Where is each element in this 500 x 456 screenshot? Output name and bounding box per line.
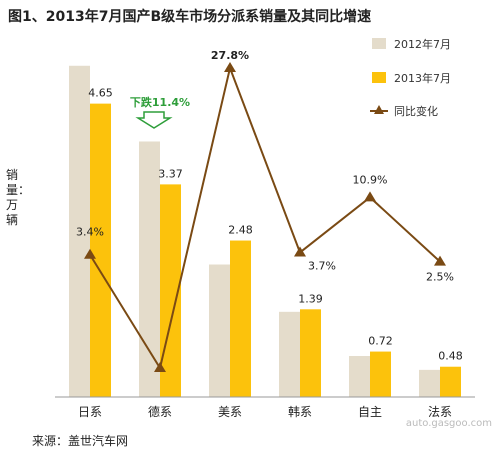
x-tick-label: 德系 bbox=[148, 404, 172, 419]
x-tick-label: 美系 bbox=[218, 405, 242, 419]
bar-value-label: 4.65 bbox=[88, 87, 113, 100]
chart-title: 图1、2013年7月国产B级车市场分派系销量及其同比增速 bbox=[8, 9, 372, 25]
legend-label-2012: 2012年7月 bbox=[394, 37, 451, 51]
yoy-label: 27.8% bbox=[211, 49, 249, 62]
bar-2012-4 bbox=[349, 355, 370, 397]
yoy-point bbox=[434, 255, 446, 266]
x-tick-label: 自主 bbox=[358, 405, 382, 419]
bar-value-label: 0.48 bbox=[438, 350, 463, 363]
callout-text: 下跌11.4% bbox=[130, 95, 190, 109]
bar-2012-0 bbox=[69, 65, 90, 397]
yoy-line bbox=[89, 64, 441, 371]
x-tick-label: 日系 bbox=[78, 405, 102, 419]
x-tick-label: 法系 bbox=[428, 405, 452, 419]
bar-value-label: 3.37 bbox=[158, 167, 183, 180]
yoy-point bbox=[224, 62, 236, 72]
yoy-line-group: 3.4% 27.8% 3.7% 10.9% 2.5% bbox=[76, 49, 454, 372]
yoy-label: 2.5% bbox=[426, 271, 454, 284]
legend-swatch-2013 bbox=[372, 72, 386, 83]
yoy-point bbox=[364, 191, 376, 202]
yoy-point bbox=[154, 362, 166, 372]
legend-marker-yoy bbox=[374, 105, 384, 114]
bar-2012-3 bbox=[279, 311, 300, 397]
legend-swatch-2012 bbox=[372, 38, 386, 49]
legend-label-yoy: 同比变化 bbox=[394, 104, 438, 118]
bar-2013-5 bbox=[440, 366, 461, 397]
bar-value-labels: 4.65 3.37 2.48 1.39 0.72 0.48 bbox=[88, 87, 463, 363]
bars-group bbox=[69, 65, 461, 398]
yoy-point bbox=[84, 248, 96, 259]
bar-2012-5 bbox=[419, 369, 440, 397]
bar-value-label: 2.48 bbox=[228, 224, 253, 237]
yoy-point bbox=[294, 246, 306, 257]
x-tick-labels: 日系 德系 美系 韩系 自主 法系 bbox=[78, 404, 452, 419]
bar-2013-3 bbox=[300, 309, 321, 397]
yoy-label: 10.9% bbox=[353, 173, 388, 186]
bar-2012-2 bbox=[209, 264, 230, 397]
bar-2013-2 bbox=[230, 240, 251, 397]
bar-2013-4 bbox=[370, 351, 391, 397]
bar-2013-0 bbox=[90, 103, 111, 398]
bar-value-label: 0.72 bbox=[368, 335, 393, 348]
decline-callout: 下跌11.4% bbox=[130, 95, 190, 129]
source-note: 来源：盖世汽车网 bbox=[32, 434, 129, 448]
bar-2012-1 bbox=[139, 141, 160, 397]
watermark-logo: auto.gasgoo.com bbox=[405, 418, 492, 429]
yoy-label: 3.4% bbox=[76, 226, 104, 239]
x-tick-label: 韩系 bbox=[288, 404, 312, 419]
bar-value-label: 1.39 bbox=[298, 292, 323, 305]
yoy-label: 3.7% bbox=[308, 259, 336, 272]
legend-label-2013: 2013年7月 bbox=[394, 71, 451, 85]
down-arrow-icon bbox=[135, 111, 173, 129]
